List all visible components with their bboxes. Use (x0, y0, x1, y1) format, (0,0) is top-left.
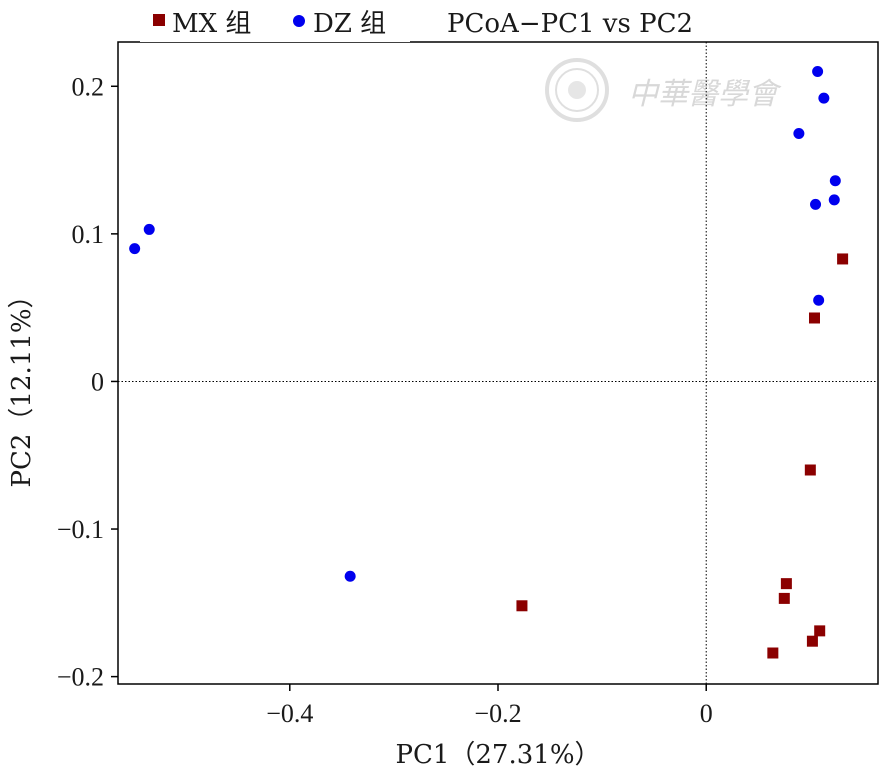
chart-title: PCoA−PC1 vs PC2 (447, 9, 693, 39)
legend-dz-marker (293, 15, 305, 27)
dz-point (143, 223, 155, 235)
dz-point (810, 198, 822, 210)
mx-point (808, 312, 820, 324)
mx-point (778, 592, 790, 604)
dz-point (129, 243, 141, 255)
dz-point (812, 66, 824, 78)
x-tick-label: 0 (700, 699, 713, 728)
dz-point (793, 128, 805, 140)
y-tick-label: 0.1 (72, 220, 105, 249)
y-axis-title: PC2（12.11%） (7, 282, 37, 487)
watermark-text: 中華醫學會 (628, 77, 782, 112)
legend-mx-marker (153, 14, 165, 26)
y-tick-label: 0.2 (72, 72, 105, 101)
dz-point (813, 294, 825, 306)
mx-point (806, 635, 818, 647)
y-tick-label: 0 (91, 367, 104, 396)
plot-frame (117, 41, 879, 685)
society-seal-icon (545, 58, 609, 122)
mx-point (837, 253, 849, 265)
y-tick-label: −0.1 (57, 515, 104, 544)
x-tick-label: −0.4 (266, 699, 313, 728)
dz-point (828, 194, 840, 206)
dz-point (818, 92, 830, 104)
watermark: 中華醫學會 (545, 58, 782, 122)
x-tick-label: −0.2 (474, 699, 521, 728)
y-tick-label: −0.2 (57, 663, 104, 692)
mx-point (767, 647, 779, 659)
dz-point (344, 570, 356, 582)
data-points (129, 66, 849, 659)
axis-ticks: −0.4 −0.2 0 0.2 0.1 0 −0.1 −0.2 (57, 72, 713, 728)
mx-point (804, 464, 816, 476)
dz-point (829, 175, 841, 187)
legend-dz-label: DZ 组 (313, 9, 386, 39)
x-axis-title: PC1（27.31%） (395, 740, 600, 770)
mx-point (780, 578, 792, 590)
mx-point (516, 600, 528, 612)
mx-point (814, 625, 826, 637)
legend-mx-label: MX 组 (172, 9, 251, 39)
legend: MX 组 DZ 组 PCoA−PC1 vs PC2 (140, 0, 693, 42)
